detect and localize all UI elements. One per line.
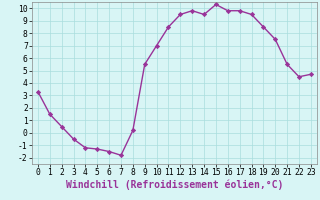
X-axis label: Windchill (Refroidissement éolien,°C): Windchill (Refroidissement éolien,°C) <box>66 180 283 190</box>
